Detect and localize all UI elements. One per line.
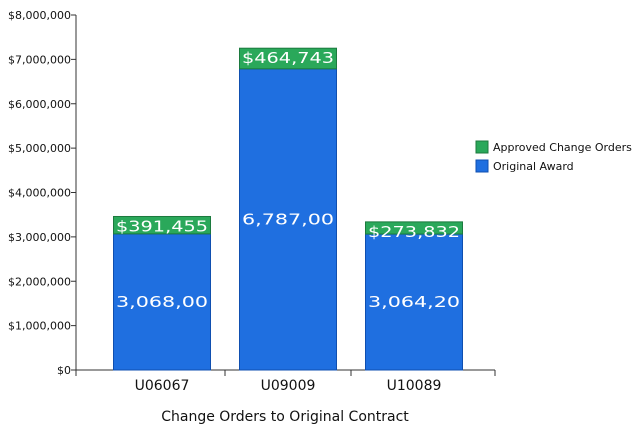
y-tick-label: $3,000,000 xyxy=(8,231,71,244)
y-tick-label: $5,000,000 xyxy=(8,142,71,155)
y-tick-label: $0 xyxy=(57,364,71,377)
x-axis-title: Change Orders to Original Contract xyxy=(161,409,409,425)
legend: Approved Change Orders Original Award xyxy=(475,140,632,173)
legend-swatch-approved-change-orders xyxy=(475,140,489,154)
bar-original-award xyxy=(113,233,211,371)
y-tick-label: $7,000,000 xyxy=(8,53,71,66)
bar-approved-change-orders xyxy=(239,47,337,70)
x-tick-label: U06067 xyxy=(135,378,190,394)
bar-original-award xyxy=(365,233,463,371)
y-tick-label: $1,000,000 xyxy=(8,320,71,333)
data-labels: 3,068,00 $391,455 6,787,00 $464,743 3,064,20… xyxy=(116,49,460,311)
axes: $0 $1,000,000 $2,000,000 $3,000,000 $4,000,0… xyxy=(8,9,496,425)
y-tick-label: $2,000,000 xyxy=(8,275,71,288)
bar-approved-change-orders xyxy=(113,215,211,235)
x-tick-label: U09009 xyxy=(261,378,316,394)
data-label-approved-change-orders: $464,743 xyxy=(242,49,334,67)
bars xyxy=(113,47,463,371)
data-label-approved-change-orders: $273,832 xyxy=(368,223,460,241)
data-label-original-award: 3,064,20 xyxy=(368,293,460,311)
bar-approved-change-orders xyxy=(365,221,463,235)
y-tick-label: $8,000,000 xyxy=(8,9,71,22)
data-label-original-award: 6,787,00 xyxy=(242,210,334,228)
y-tick-label: $6,000,000 xyxy=(8,98,71,111)
legend-swatch-original-award xyxy=(475,159,489,173)
x-tick-label: U10089 xyxy=(387,378,442,394)
legend-label-approved-change-orders: Approved Change Orders xyxy=(493,141,632,154)
y-tick-label: $4,000,000 xyxy=(8,187,71,200)
data-label-approved-change-orders: $391,455 xyxy=(116,217,208,235)
legend-label-original-award: Original Award xyxy=(493,160,574,173)
data-label-original-award: 3,068,00 xyxy=(116,293,208,311)
bar-original-award xyxy=(239,68,337,371)
